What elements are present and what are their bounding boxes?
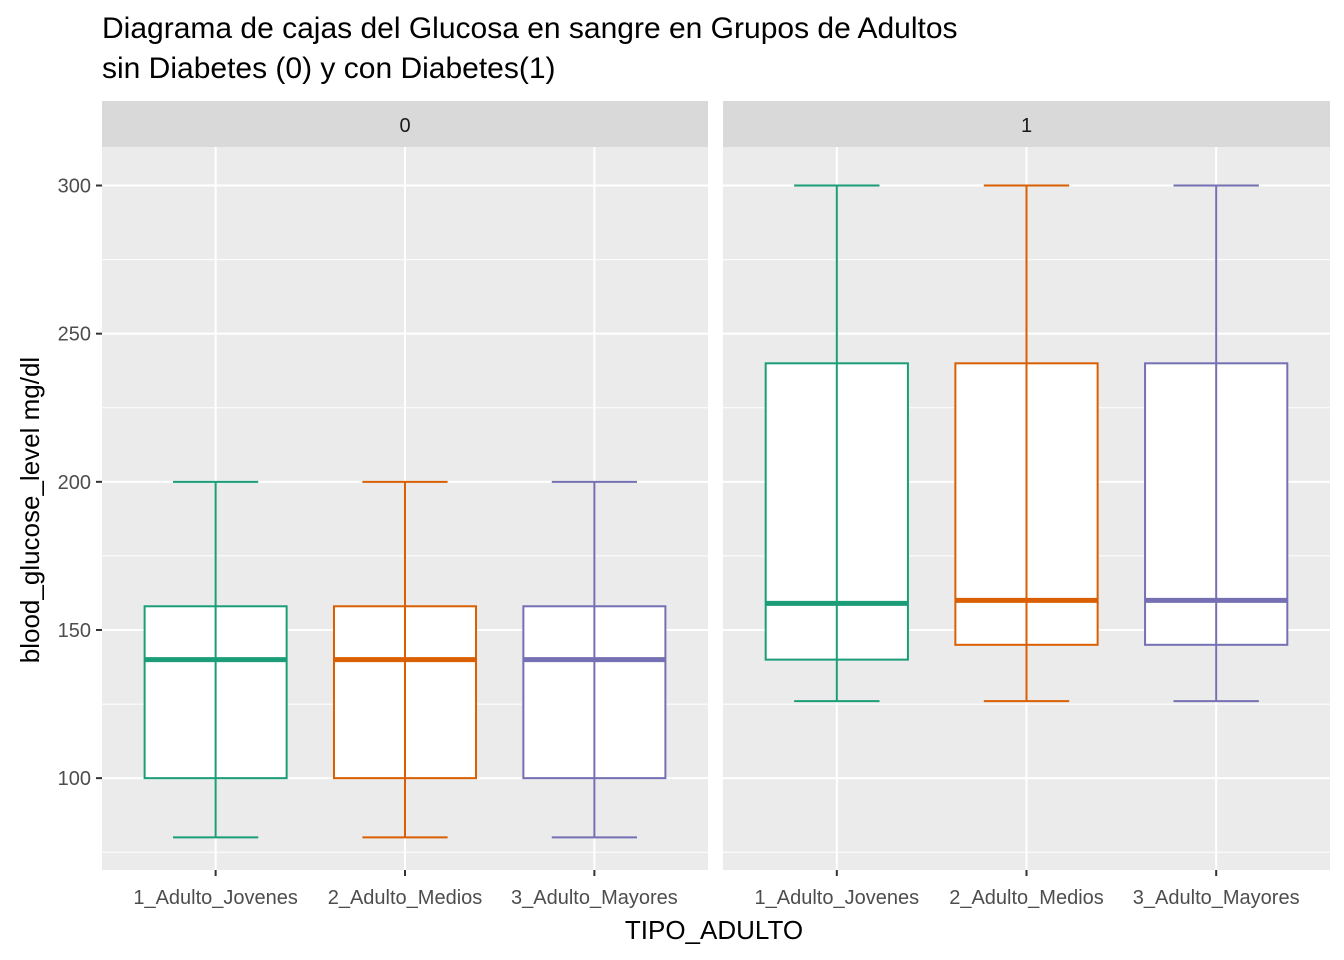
y-tick-label: 250 — [58, 324, 91, 346]
x-axis-title: TIPO_ADULTO — [625, 915, 803, 945]
y-axis-title: blood_glucose_level mg/dl — [15, 357, 45, 663]
facet-panel-0: 0 1_Adulto_Jovenes 2_Adulto_Medios 3_Adulto… — [102, 101, 708, 909]
facet-panels: 0 1_Adulto_Jovenes 2_Adulto_Medios 3_Adulto… — [102, 101, 1330, 909]
x-tick-label: 1_Adulto_Jovenes — [755, 887, 920, 909]
y-axis: 100 150 200 250 300 — [58, 176, 102, 790]
box-1_Adulto_Jovenes — [764, 184, 909, 703]
box-2_Adulto_Medios — [954, 184, 1099, 703]
y-tick-label: 300 — [58, 176, 91, 198]
facet-strip — [102, 101, 708, 147]
box-3_Adulto_Mayores — [1144, 184, 1289, 703]
box-1_Adulto_Jovenes — [143, 480, 288, 839]
box-2_Adulto_Medios — [332, 480, 478, 839]
y-tick-label: 100 — [58, 768, 91, 790]
x-tick-label: 3_Adulto_Mayores — [1133, 887, 1300, 909]
facet-strip-label: 0 — [399, 115, 410, 137]
facet-strip — [723, 101, 1330, 147]
facet-panel-1: 1 1_Adulto_Jovenes 2_Adulto_Medios 3_Adulto… — [723, 101, 1330, 909]
x-tick-label: 2_Adulto_Medios — [949, 887, 1104, 909]
x-tick-label: 2_Adulto_Medios — [328, 887, 483, 909]
chart-title-line-1: Diagrama de cajas del Glucosa en sangre … — [102, 12, 958, 45]
x-tick-label: 1_Adulto_Jovenes — [133, 887, 298, 909]
facet-strip-label: 1 — [1021, 115, 1032, 137]
chart-title-line-2: sin Diabetes (0) y con Diabetes(1) — [102, 52, 556, 85]
x-tick-label: 3_Adulto_Mayores — [511, 887, 678, 909]
y-tick-label: 150 — [58, 620, 91, 642]
box-3_Adulto_Mayores — [522, 480, 667, 839]
y-tick-label: 200 — [58, 472, 91, 494]
